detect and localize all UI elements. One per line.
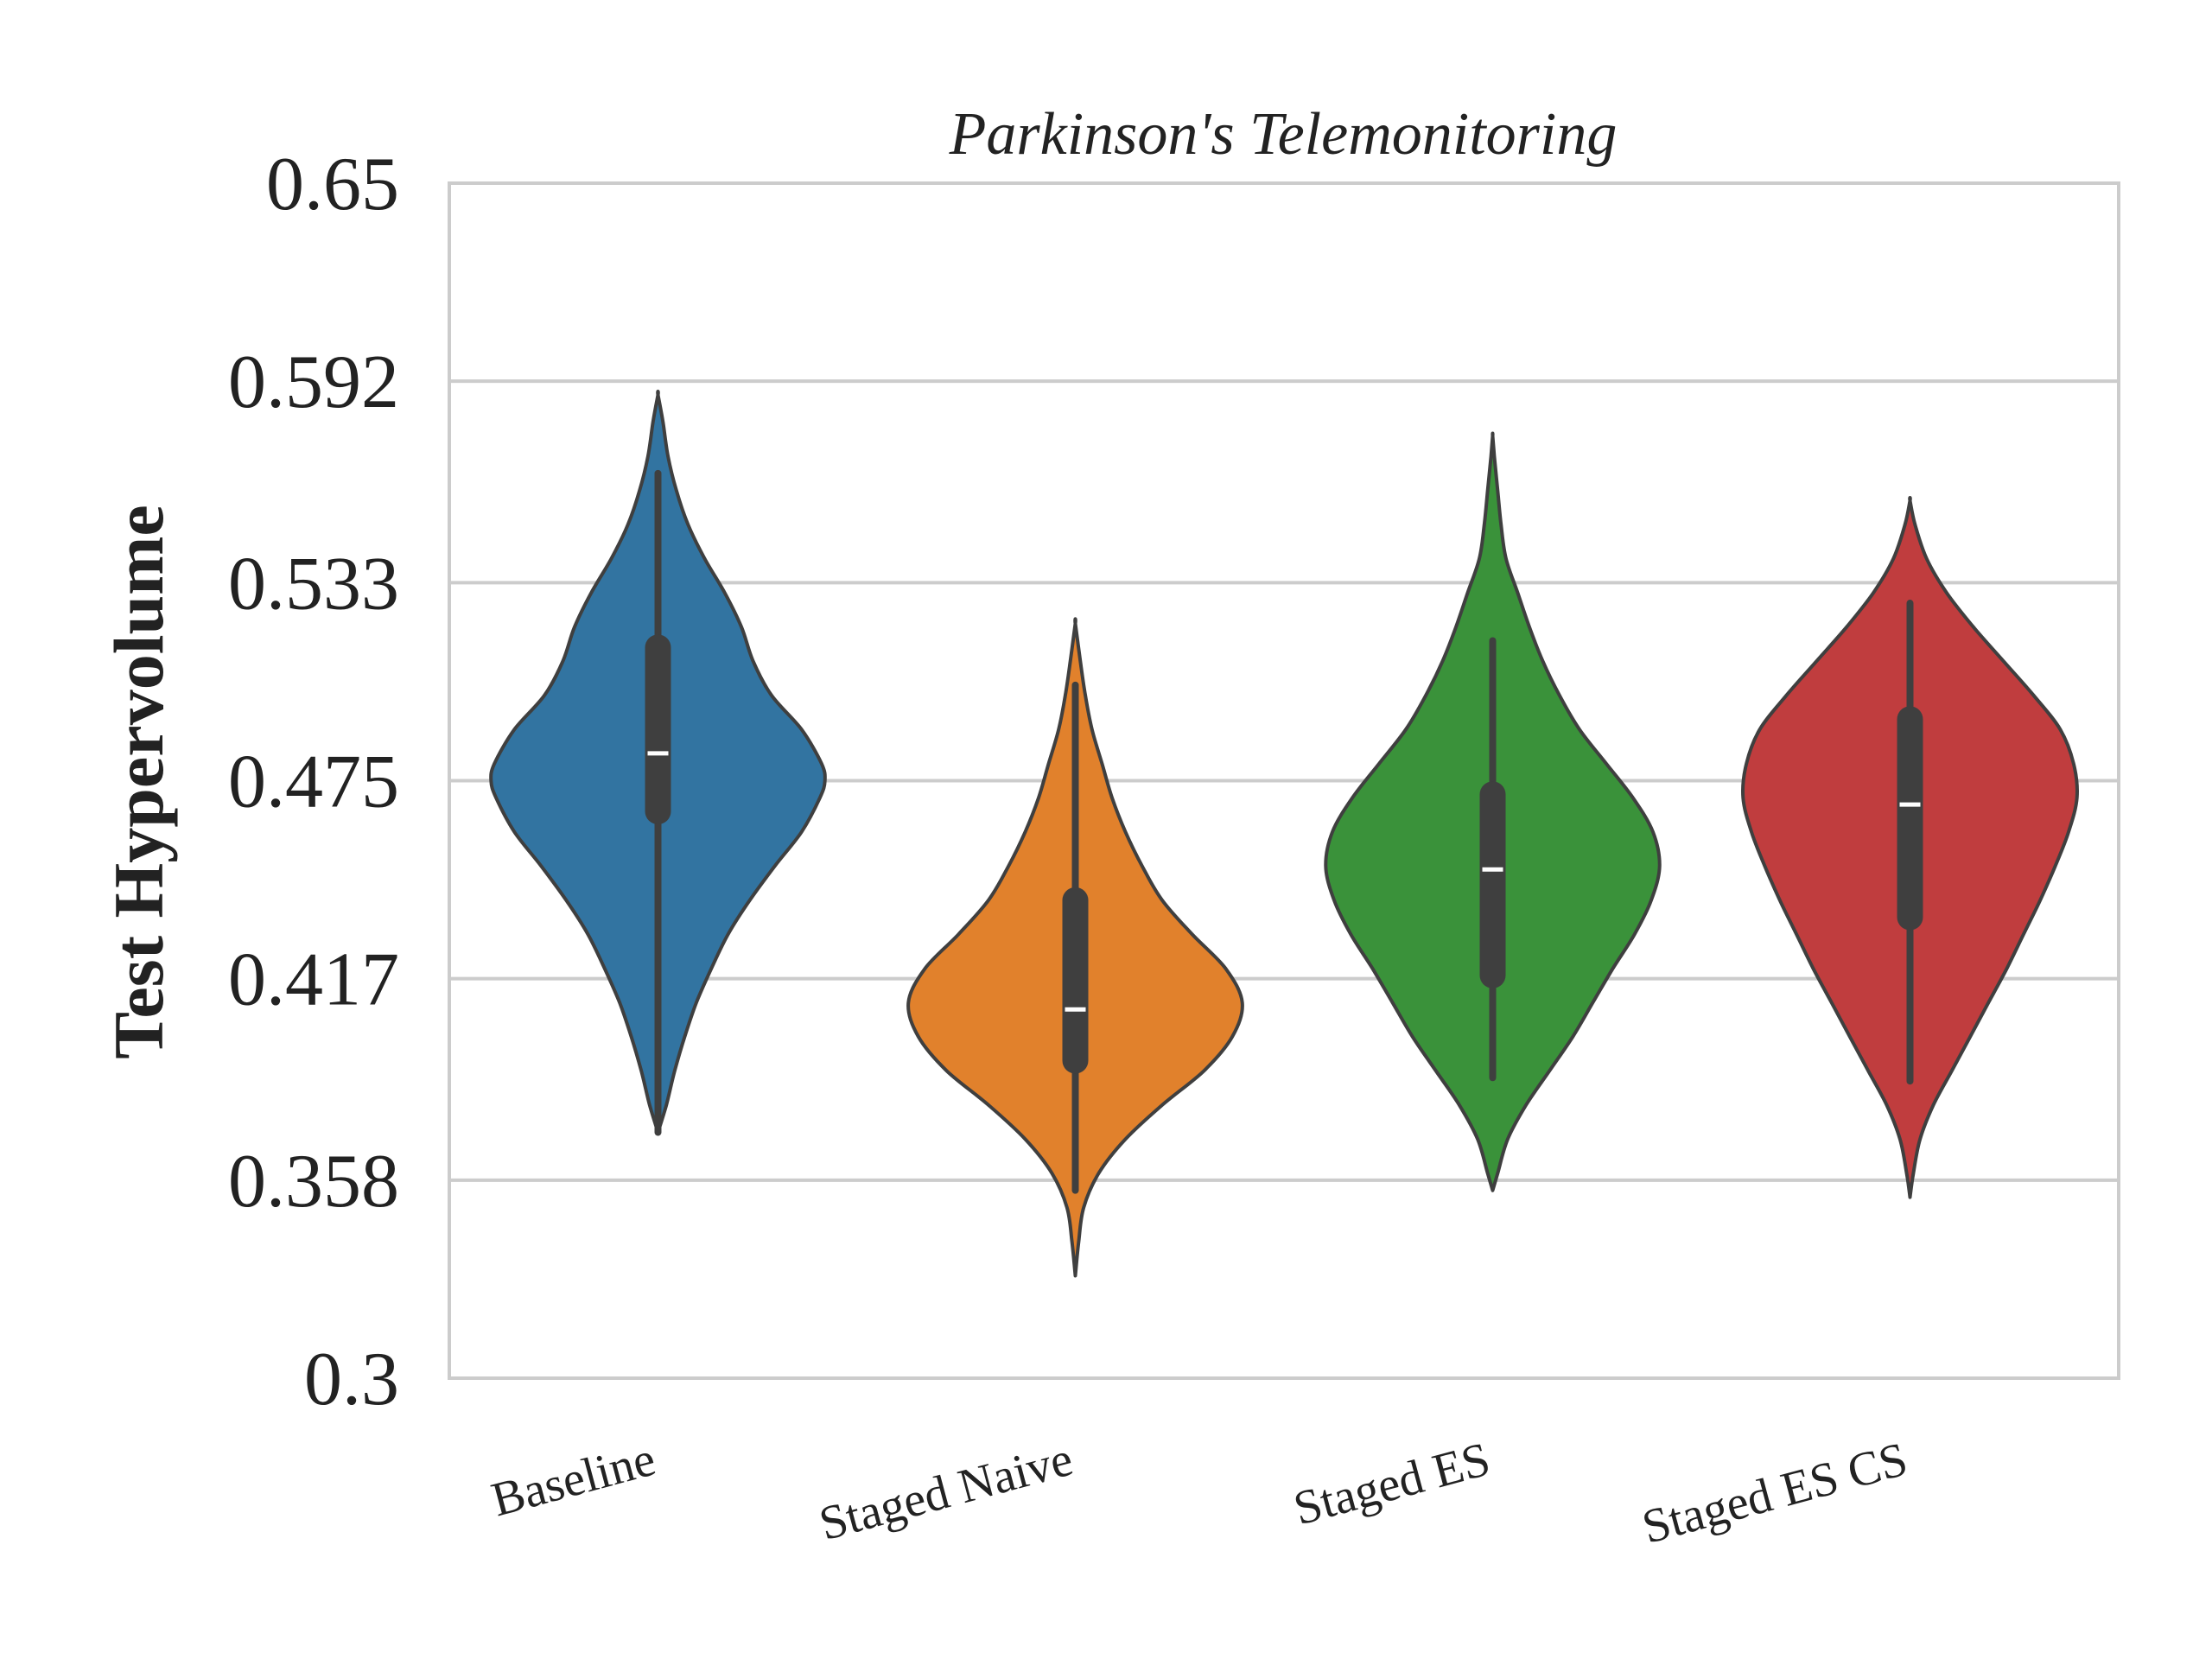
y-tick-label: 0.3 [304, 1338, 399, 1421]
y-tick-label: 0.592 [228, 340, 399, 424]
y-axis-label: Test Hypervolume [99, 505, 178, 1059]
plot-frame [448, 181, 2120, 1380]
violin-group [489, 390, 827, 1136]
violin-group [1324, 431, 1662, 1192]
y-tick-label: 0.417 [228, 938, 399, 1022]
violin-group [906, 617, 1244, 1278]
y-tick-label: 0.475 [228, 741, 399, 824]
violins [489, 390, 2079, 1278]
chart-title: Parkinson's Telemonitoring [949, 101, 1618, 168]
y-tick-labels: 0.3 0.358 0.417 0.475 0.533 0.592 0.65 [228, 143, 399, 1421]
y-tick-label: 0.533 [228, 542, 399, 626]
y-tick-label: 0.65 [266, 143, 399, 226]
violin-group [1741, 496, 2079, 1199]
y-tick-label: 0.358 [228, 1140, 399, 1224]
